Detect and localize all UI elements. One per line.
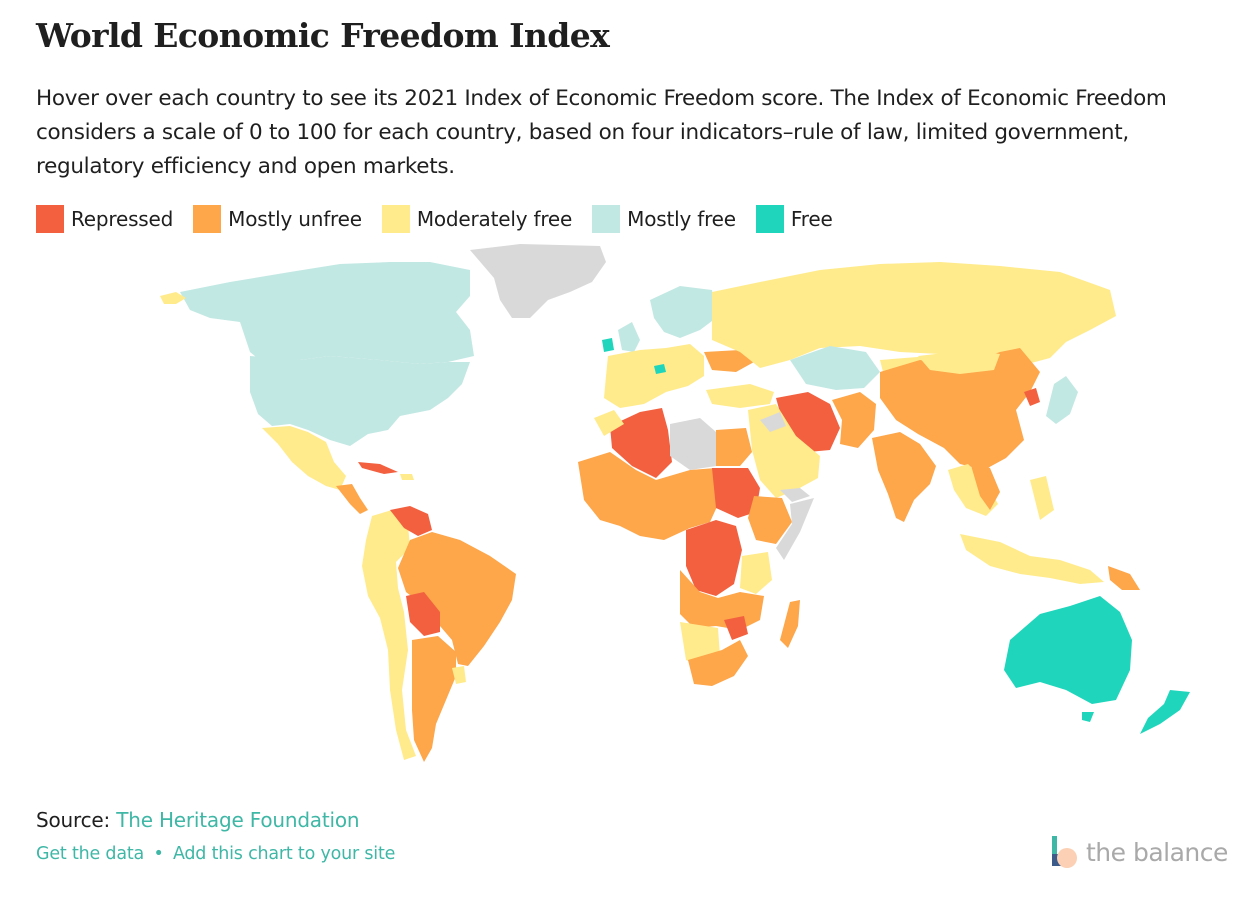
- legend-swatch: [592, 205, 621, 233]
- region-greenland[interactable]: [470, 244, 606, 318]
- add-chart-link[interactable]: Add this chart to your site: [172, 844, 396, 864]
- region-andean[interactable]: [362, 510, 416, 760]
- region-iceland[interactable]: [160, 292, 186, 304]
- legend-item-mostly-unfree: Mostly unfree: [193, 205, 362, 233]
- region-western-europe[interactable]: [604, 344, 704, 408]
- region-china[interactable]: [880, 348, 1040, 470]
- region-australia[interactable]: [1004, 596, 1132, 704]
- legend-label: Repressed: [71, 207, 174, 231]
- region-somalia[interactable]: [776, 498, 814, 560]
- region-turkey[interactable]: [706, 384, 774, 408]
- region-algeria[interactable]: [610, 408, 672, 478]
- region-usa[interactable]: [250, 356, 470, 446]
- region-png[interactable]: [1108, 566, 1140, 590]
- region-japan[interactable]: [1046, 376, 1078, 424]
- region-bolivia[interactable]: [406, 592, 440, 636]
- region-sudan[interactable]: [712, 468, 760, 518]
- legend-label: Moderately free: [416, 207, 573, 231]
- legend-item-repressed: Repressed: [36, 205, 173, 233]
- legend-label: Free: [790, 207, 833, 231]
- region-canada-alaska[interactable]: [180, 262, 474, 364]
- region-kazakhstan[interactable]: [790, 346, 880, 390]
- region-af-pk[interactable]: [832, 392, 876, 448]
- legend-swatch: [755, 205, 784, 233]
- region-switzerland[interactable]: [654, 364, 666, 374]
- region-egypt[interactable]: [716, 428, 752, 466]
- region-new-zealand[interactable]: [1140, 690, 1190, 734]
- chart-subtitle: Hover over each country to see its 2021 …: [36, 86, 1167, 179]
- legend-item-free: Free: [755, 205, 833, 233]
- region-morocco[interactable]: [594, 410, 624, 436]
- region-russia[interactable]: [712, 262, 1116, 368]
- link-separator: •: [153, 844, 164, 864]
- region-libya[interactable]: [670, 418, 716, 470]
- region-nordic[interactable]: [618, 286, 716, 352]
- legend-swatch: [381, 205, 410, 233]
- region-mongolia[interactable]: [918, 350, 1000, 374]
- region-venezuela[interactable]: [390, 506, 432, 536]
- legend-swatch: [36, 205, 64, 233]
- region-madagascar[interactable]: [780, 600, 800, 648]
- brand-logo: the balance: [1050, 834, 1228, 870]
- region-east-africa[interactable]: [740, 552, 772, 594]
- region-west-africa[interactable]: [578, 452, 720, 540]
- region-caribbean[interactable]: [400, 474, 414, 480]
- region-brazil[interactable]: [398, 532, 516, 666]
- region-north-korea[interactable]: [1024, 388, 1040, 406]
- region-south-africa[interactable]: [688, 640, 748, 686]
- region-horn[interactable]: [748, 496, 792, 544]
- region-argentina[interactable]: [412, 636, 456, 762]
- legend-swatch: [193, 205, 222, 233]
- legend-item-mostly-free: Mostly free: [592, 205, 736, 233]
- region-vietnam[interactable]: [970, 462, 1000, 510]
- balance-logo-icon: [1052, 836, 1077, 868]
- legend: Repressed Mostly unfree Moderately free …: [36, 204, 853, 234]
- legend-item-moderately-free: Moderately free: [381, 205, 573, 233]
- region-mexico[interactable]: [262, 426, 346, 490]
- source-link[interactable]: The Heritage Foundation: [116, 808, 360, 832]
- region-central-america[interactable]: [336, 484, 368, 514]
- region-central-south[interactable]: [680, 570, 764, 630]
- region-indonesia[interactable]: [960, 476, 1104, 584]
- world-map: [160, 244, 1190, 762]
- region-tasmania[interactable]: [1082, 712, 1094, 722]
- region-nodata-mideast[interactable]: [760, 412, 810, 502]
- footer-links: Get the data • Add this chart to your si…: [36, 844, 395, 864]
- region-arabia[interactable]: [748, 404, 820, 498]
- region-india[interactable]: [872, 432, 936, 522]
- get-data-link[interactable]: Get the data: [36, 844, 145, 864]
- brand-name: the balance: [1086, 837, 1228, 867]
- region-zimbabwe[interactable]: [724, 616, 748, 640]
- region-ukraine[interactable]: [704, 350, 754, 372]
- legend-label: Mostly free: [627, 207, 736, 231]
- source-prefix: Source:: [36, 808, 111, 832]
- legend-label: Mostly unfree: [228, 207, 362, 231]
- region-ireland[interactable]: [602, 338, 614, 352]
- chart-title: World Economic Freedom Index: [36, 16, 610, 55]
- region-uruguay[interactable]: [452, 666, 466, 684]
- region-drc[interactable]: [686, 520, 742, 596]
- source-line: Source: The Heritage Foundation: [36, 808, 360, 832]
- region-cuba[interactable]: [358, 462, 398, 474]
